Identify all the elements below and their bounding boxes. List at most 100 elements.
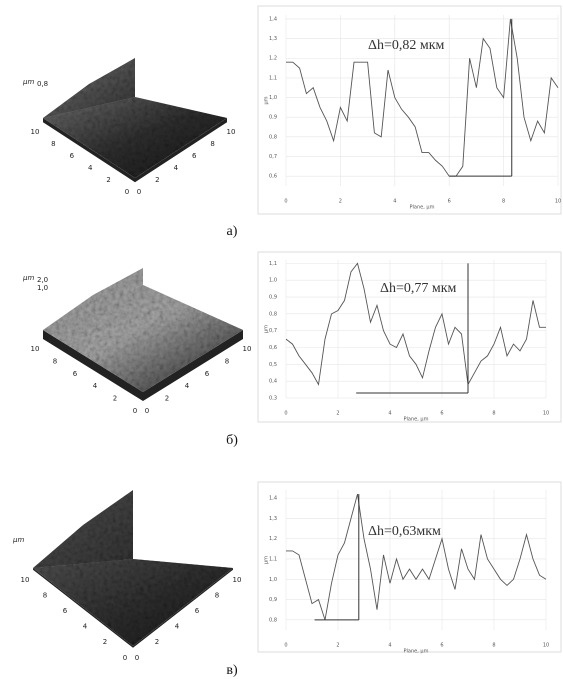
afm-axis-label: 6 [63, 607, 68, 615]
afm-axis-label: 6 [205, 370, 210, 378]
afm-axis-label: 6 [195, 607, 200, 615]
afm-surface-top [43, 285, 243, 392]
afm-axis-label: 10 [243, 345, 252, 353]
chart-frame [257, 5, 562, 215]
afm-surface-top [33, 559, 233, 646]
x-tick-label: 2 [336, 411, 339, 417]
y-tick-label: 0,6 [269, 345, 277, 351]
afm-axis-label: 10 [233, 576, 242, 584]
chart-frame [257, 251, 562, 423]
afm-axis-label: 0 [133, 407, 137, 415]
afm-axis-label: 8 [210, 140, 214, 148]
afm-axis-label: 2 [165, 395, 169, 403]
panel-label: в) [226, 663, 238, 678]
y-axis-label: µm [264, 325, 270, 333]
chart-frame [257, 481, 562, 653]
profile-line [286, 18, 559, 177]
y-tick-label: 1,0 [269, 95, 277, 101]
y-tick-label: 0,8 [269, 134, 277, 140]
afm-axis-label: 6 [192, 152, 197, 160]
profile-line [286, 493, 547, 621]
x-tick-label: 2 [336, 643, 339, 649]
annotation: Δh=0,82 мкм [368, 38, 445, 53]
y-tick-label: 0,4 [269, 379, 277, 385]
x-tick-label: 8 [492, 643, 495, 649]
y-tick-label: 0,9 [269, 295, 277, 301]
x-tick-label: 6 [448, 199, 451, 205]
y-tick-label: 0,8 [269, 617, 277, 623]
x-tick-label: 0 [284, 643, 287, 649]
y-tick-label: 1,3 [269, 36, 277, 42]
afm-axis-label: 2 [106, 176, 110, 184]
y-tick-label: 0,9 [269, 115, 277, 121]
x-tick-label: 4 [388, 643, 391, 649]
y-tick-label: 1,0 [269, 577, 277, 583]
afm-axis-label: 6 [70, 152, 75, 160]
afm-axis-label: 10 [31, 345, 40, 353]
annotation: Δh=0,63мкм [368, 524, 441, 539]
x-tick-label: 2 [339, 199, 342, 205]
y-tick-label: 1,0 [269, 278, 277, 284]
panel-label: б) [226, 433, 238, 448]
afm-axis-label: 10 [227, 128, 236, 136]
x-tick-label: 4 [388, 411, 391, 417]
x-tick-label: 6 [440, 643, 443, 649]
x-axis-label: Plane, µm [410, 205, 435, 211]
x-axis-label: Plane, µm [404, 649, 429, 655]
afm-axis-label: 8 [53, 357, 57, 365]
afm-axis-label: 8 [225, 357, 229, 365]
x-tick-label: 8 [492, 411, 495, 417]
afm-unit-label: µm [22, 274, 34, 282]
x-tick-label: 6 [440, 411, 443, 417]
afm-scale-label: 2,0 [37, 276, 48, 284]
y-tick-label: 1,1 [269, 261, 277, 267]
afm-axis-label: 0 [125, 188, 129, 196]
profile-line [285, 262, 546, 386]
afm-unit-label: µm [22, 78, 34, 86]
annotation: Δh=0,77 мкм [380, 281, 457, 296]
x-tick-label: 10 [543, 643, 549, 649]
x-tick-label: 8 [502, 199, 505, 205]
afm-axis-label: 0 [137, 188, 141, 196]
afm-axis-label: 10 [31, 128, 40, 136]
afm-axis-label: 8 [215, 591, 219, 599]
y-tick-label: 1,3 [269, 516, 277, 522]
afm-axis-label: 4 [174, 164, 179, 172]
x-axis-label: Plane, µm [404, 417, 429, 423]
afm-axis-label: 4 [185, 382, 190, 390]
y-tick-label: 0,7 [269, 328, 277, 334]
y-tick-label: 1,4 [269, 16, 277, 22]
x-tick-label: 10 [555, 199, 561, 205]
afm-axis-label: 0 [145, 407, 149, 415]
y-axis-label: µm [264, 96, 270, 104]
y-tick-label: 1,4 [269, 496, 277, 502]
afm-axis-label: 4 [88, 164, 93, 172]
y-tick-label: 0,5 [269, 362, 277, 368]
afm-axis-label: 8 [51, 140, 55, 148]
afm-scale-label: 0,8 [37, 80, 48, 88]
y-tick-label: 0,6 [269, 174, 277, 180]
afm-axis-label: 6 [73, 370, 78, 378]
afm-axis-label: 0 [135, 654, 139, 662]
afm-axis-label: 4 [175, 623, 180, 631]
y-axis-label: µm [264, 556, 270, 564]
y-tick-label: 1,1 [269, 556, 277, 562]
afm-axis-label: 8 [43, 591, 47, 599]
afm-unit-label: µm [12, 536, 24, 544]
afm-axis-label: 2 [103, 638, 107, 646]
afm-surface-top [43, 97, 227, 178]
afm-axis-label: 4 [83, 623, 88, 631]
y-tick-label: 1,1 [269, 75, 277, 81]
y-tick-label: 0,9 [269, 597, 277, 603]
afm-axis-label: 2 [113, 395, 117, 403]
x-tick-label: 4 [393, 199, 396, 205]
panel-label: а) [227, 224, 238, 239]
y-tick-label: 0,3 [269, 396, 277, 402]
x-tick-label: 0 [284, 199, 287, 205]
afm-axis-label: 2 [155, 638, 159, 646]
y-tick-label: 0,8 [269, 311, 277, 317]
afm-axis-label: 2 [155, 176, 159, 184]
afm-scale-label: 1,0 [37, 284, 48, 292]
afm-axis-label: 4 [93, 382, 98, 390]
